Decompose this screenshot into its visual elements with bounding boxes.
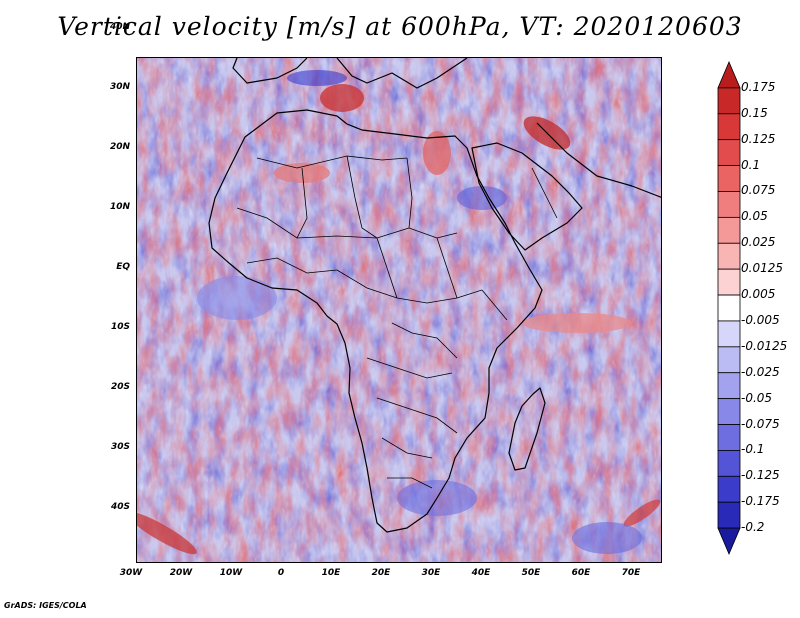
y-tick-label: 10N — [109, 202, 130, 212]
colorbar-label: 0.025 — [741, 235, 776, 250]
x-tick-label: 70E — [621, 568, 641, 578]
colorbar-label: -0.005 — [741, 312, 780, 327]
x-tick-label: 20E — [371, 568, 391, 578]
y-tick-label: 30S — [110, 442, 130, 452]
colorbar-label: 0.15 — [741, 105, 768, 120]
x-tick-label: 10W — [219, 568, 243, 578]
x-tick-label: 60E — [571, 568, 591, 578]
colorbar-swatch — [717, 113, 741, 141]
colorbar-label: -0.125 — [741, 468, 780, 483]
x-tick-label: 50E — [521, 568, 541, 578]
colorbar-label: 0.075 — [741, 183, 776, 198]
x-tick-label: 20W — [169, 568, 193, 578]
colorbar-swatch — [717, 346, 741, 374]
colorbar-swatch — [717, 475, 741, 503]
y-tick-label: 40S — [110, 502, 130, 512]
colorbar-swatch — [717, 191, 741, 218]
strong-descent-regions — [197, 70, 642, 554]
y-tick-label: 20N — [109, 142, 130, 152]
colorbar-swatch — [717, 527, 741, 556]
y-tick-label: 40N — [109, 22, 130, 32]
x-tick-label: 30E — [421, 568, 441, 578]
map-plot-area[interactable] — [136, 57, 662, 563]
colorbar-label: -0.1 — [741, 442, 765, 457]
colorbar-label: 0.175 — [741, 79, 776, 94]
x-tick-label: 10E — [321, 568, 341, 578]
colorbar-swatch — [717, 372, 741, 400]
colorbar-swatch — [717, 294, 741, 322]
colorbar-swatch — [717, 216, 741, 244]
grads-credit: GrADS: IGES/COLA — [4, 601, 87, 610]
colorbar — [717, 60, 741, 556]
colorbar-label: -0.025 — [741, 364, 780, 379]
colorbar-label: 0.1 — [741, 157, 761, 172]
colorbar-swatch — [717, 268, 741, 296]
colorbar-label: -0.075 — [741, 416, 780, 431]
y-tick-label: 20S — [110, 382, 130, 392]
x-tick-label: 30W — [119, 568, 143, 578]
colorbar-label: 0.05 — [741, 209, 768, 224]
y-tick-label: 10S — [110, 322, 130, 332]
colorbar-swatch — [717, 398, 741, 425]
colorbar-swatch — [717, 501, 741, 529]
colorbar-label: -0.05 — [741, 390, 773, 405]
colorbar-swatch — [717, 450, 741, 477]
colorbar-swatch — [717, 424, 741, 451]
colorbar-swatch — [717, 320, 741, 348]
coastlines — [208, 58, 661, 533]
y-tick-label: EQ — [116, 262, 130, 272]
colorbar-swatch — [717, 242, 741, 270]
colorbar-swatch — [717, 60, 741, 89]
x-tick-label: 0 — [277, 568, 285, 578]
colorbar-label: 0.0125 — [741, 261, 783, 276]
colorbar-label: 0.125 — [741, 131, 776, 146]
strong-ascent-regions — [137, 84, 661, 555]
map-title: Vertical velocity [m/s] at 600hPa, VT: 2… — [57, 12, 743, 41]
colorbar-swatch — [717, 139, 741, 166]
colorbar-label: 0.005 — [741, 287, 776, 302]
colorbar-label: -0.2 — [741, 520, 765, 535]
country-borders — [236, 155, 558, 489]
vertical-velocity-field — [137, 58, 661, 562]
y-tick-label: 30N — [109, 82, 130, 92]
x-tick-label: 40E — [471, 568, 491, 578]
colorbar-label: -0.0125 — [741, 338, 788, 353]
colorbar-swatch — [717, 165, 741, 192]
colorbar-label: -0.175 — [741, 494, 780, 509]
colorbar-swatch — [717, 87, 741, 115]
